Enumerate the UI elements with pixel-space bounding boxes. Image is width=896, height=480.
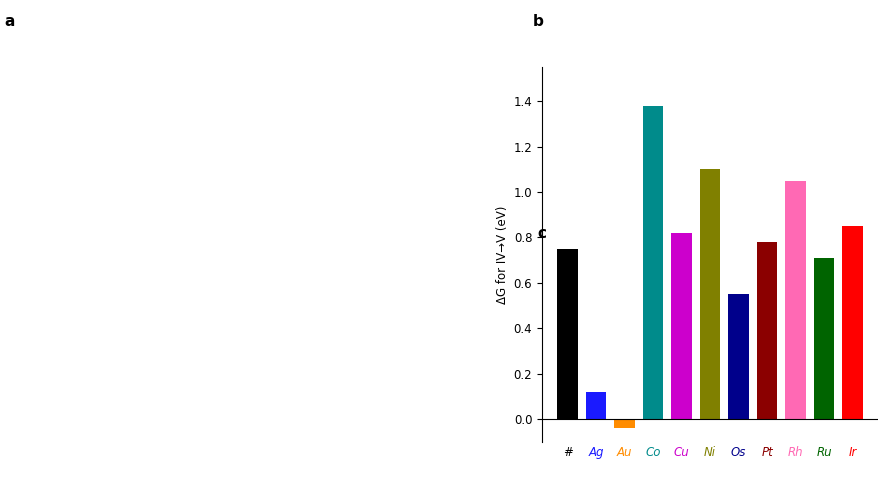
Bar [728, 294, 749, 419]
Bar [642, 106, 663, 419]
Y-axis label: ΔG for IV→V (eV): ΔG for IV→V (eV) [496, 205, 510, 303]
Bar [700, 169, 720, 419]
Bar [586, 392, 607, 419]
Bar [814, 258, 834, 419]
Bar [557, 249, 578, 419]
Text: a: a [4, 14, 15, 29]
Bar [842, 226, 863, 419]
Bar [757, 242, 778, 419]
Bar [785, 180, 806, 419]
Text: b: b [533, 14, 544, 29]
Bar [671, 233, 692, 419]
Bar [615, 419, 635, 428]
Text: c: c [538, 226, 547, 240]
